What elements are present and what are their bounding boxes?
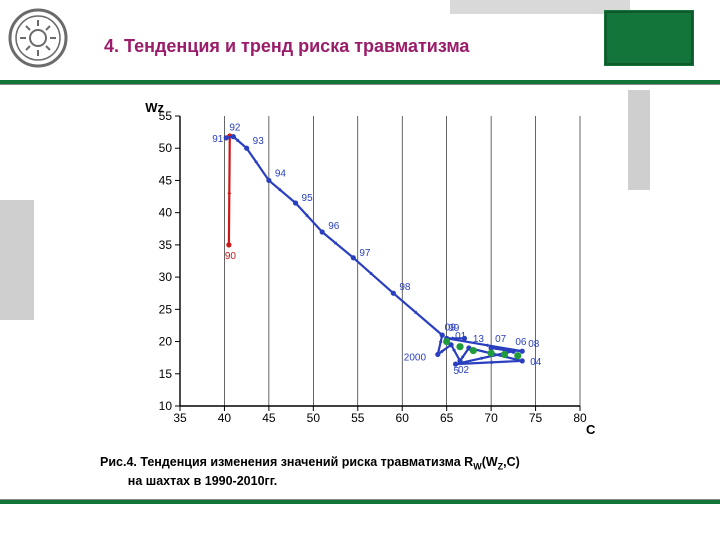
svg-text:06: 06 bbox=[515, 337, 527, 348]
svg-text:40: 40 bbox=[218, 411, 232, 425]
slide-title: 4. Тенденция и тренд риска травматизма bbox=[104, 36, 469, 57]
svg-text:35: 35 bbox=[159, 238, 173, 252]
svg-text:45: 45 bbox=[262, 411, 276, 425]
svg-text:10: 10 bbox=[159, 399, 173, 413]
svg-text:80: 80 bbox=[573, 411, 587, 425]
footer-rule bbox=[0, 500, 720, 504]
svg-text:97: 97 bbox=[359, 248, 371, 259]
svg-text:02: 02 bbox=[458, 365, 470, 376]
top-green-box bbox=[604, 10, 694, 66]
right-grey-accent bbox=[628, 90, 650, 190]
caption-l2: на шахтах в 1990-2010гг. bbox=[128, 474, 277, 488]
caption-sub1: W bbox=[473, 462, 482, 472]
svg-text:20: 20 bbox=[159, 335, 173, 349]
university-logo bbox=[6, 6, 70, 70]
svg-text:Wz: Wz bbox=[145, 100, 164, 115]
svg-text:50: 50 bbox=[159, 141, 173, 155]
svg-text:96: 96 bbox=[328, 221, 340, 232]
header-rule bbox=[0, 80, 720, 84]
svg-text:45: 45 bbox=[159, 173, 173, 187]
svg-text:93: 93 bbox=[253, 136, 265, 147]
svg-text:55: 55 bbox=[351, 411, 365, 425]
svg-text:75: 75 bbox=[529, 411, 543, 425]
svg-text:90: 90 bbox=[225, 251, 237, 262]
svg-text:91: 91 bbox=[212, 134, 224, 145]
svg-text:13: 13 bbox=[473, 334, 485, 345]
svg-text:95: 95 bbox=[302, 193, 314, 204]
svg-text:70: 70 bbox=[484, 411, 498, 425]
svg-text:25: 25 bbox=[159, 302, 173, 316]
svg-text:98: 98 bbox=[399, 282, 411, 293]
figure-caption: Рис.4. Тенденция изменения значений риск… bbox=[100, 454, 520, 489]
svg-text:08: 08 bbox=[528, 339, 540, 350]
caption-l1-mid: (W bbox=[482, 455, 498, 469]
svg-text:65: 65 bbox=[440, 411, 454, 425]
svg-text:60: 60 bbox=[396, 411, 410, 425]
svg-text:2000: 2000 bbox=[404, 352, 427, 363]
svg-text:30: 30 bbox=[159, 270, 173, 284]
svg-text:15: 15 bbox=[159, 367, 173, 381]
svg-text:04: 04 bbox=[530, 357, 542, 368]
svg-text:92: 92 bbox=[229, 123, 241, 134]
caption-l1-prefix: Рис.4. Тенденция изменения значений риск… bbox=[100, 455, 473, 469]
top-grey-strip bbox=[450, 0, 630, 14]
svg-text:09: 09 bbox=[445, 322, 457, 333]
left-grey-accent bbox=[0, 200, 34, 320]
svg-text:5: 5 bbox=[454, 366, 460, 377]
svg-text:C: C bbox=[586, 422, 596, 436]
caption-l1-suffix: ,C) bbox=[503, 455, 520, 469]
risk-trend-chart: 3540455055606570758010152025303540455055… bbox=[120, 96, 600, 436]
svg-text:35: 35 bbox=[173, 411, 187, 425]
svg-text:07: 07 bbox=[495, 334, 507, 345]
svg-text:40: 40 bbox=[159, 206, 173, 220]
svg-text:94: 94 bbox=[275, 168, 287, 179]
svg-text:50: 50 bbox=[307, 411, 321, 425]
